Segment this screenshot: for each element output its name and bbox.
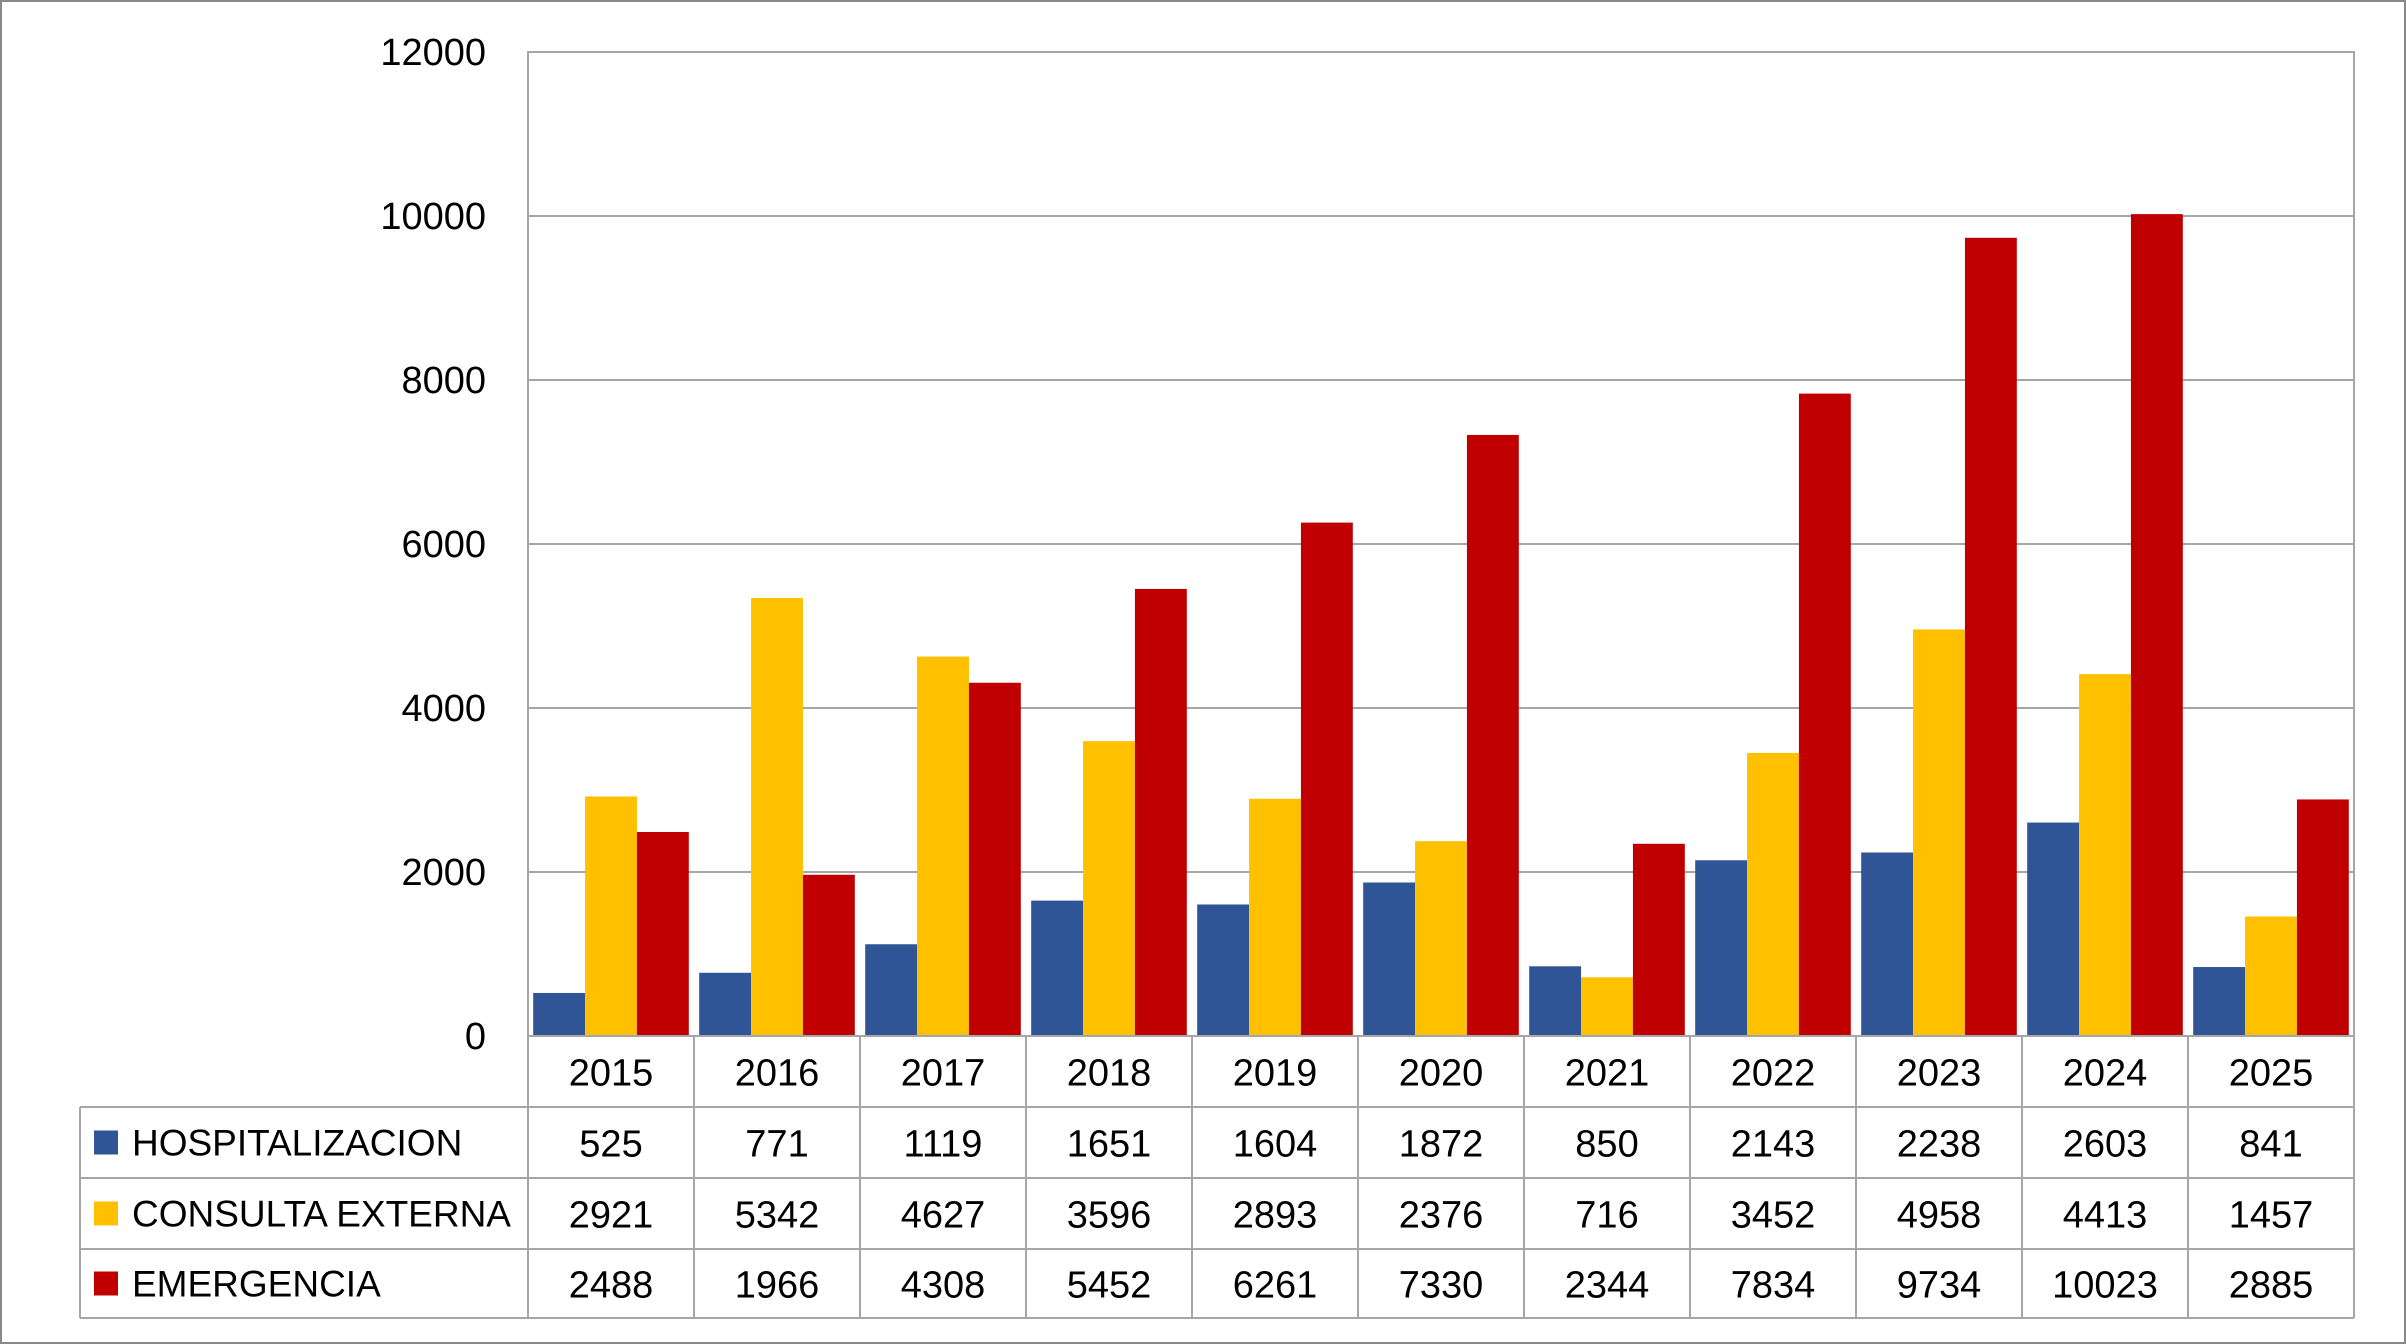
category-label: 2018 bbox=[1067, 1053, 1152, 1095]
bar-hospitalizacion bbox=[533, 992, 586, 1036]
category-label: 2016 bbox=[735, 1053, 820, 1095]
bar-hospitalizacion bbox=[1861, 852, 1914, 1036]
category-label: 2020 bbox=[1399, 1053, 1484, 1095]
bar-hospitalizacion bbox=[865, 944, 918, 1036]
bar-emergencia bbox=[1964, 237, 2017, 1036]
data-table-value: 850 bbox=[1575, 1124, 1638, 1166]
bar-emergencia bbox=[1798, 393, 1851, 1036]
bar-emergencia bbox=[2296, 799, 2349, 1036]
bar-consulta-externa bbox=[917, 656, 969, 1036]
category-label: 2022 bbox=[1731, 1053, 1816, 1095]
data-table-value: 1119 bbox=[904, 1124, 983, 1166]
data-table-value: 6261 bbox=[1233, 1265, 1318, 1307]
data-table-value: 5452 bbox=[1067, 1265, 1152, 1307]
bar-hospitalizacion bbox=[2027, 822, 2080, 1036]
bar-emergencia bbox=[968, 682, 1021, 1036]
bar-emergencia bbox=[636, 831, 689, 1036]
category-label: 2019 bbox=[1233, 1053, 1318, 1095]
bar-consulta-externa bbox=[1249, 798, 1301, 1036]
data-table-value: 2143 bbox=[1731, 1124, 1816, 1166]
bar-emergencia bbox=[1134, 588, 1187, 1036]
y-tick-label: 4000 bbox=[401, 688, 486, 730]
data-table-value: 1604 bbox=[1233, 1124, 1318, 1166]
data-table-value: 1457 bbox=[2229, 1195, 2314, 1237]
data-table-value: 716 bbox=[1575, 1195, 1638, 1237]
data-table-value: 525 bbox=[579, 1124, 642, 1166]
y-tick-label: 0 bbox=[465, 1016, 486, 1058]
y-tick-label: 6000 bbox=[401, 524, 486, 566]
data-table-value: 2376 bbox=[1399, 1195, 1484, 1237]
legend-entry: CONSULTA EXTERNA bbox=[132, 1194, 511, 1235]
data-table-value: 2921 bbox=[569, 1195, 654, 1237]
data-table-value: 1651 bbox=[1067, 1124, 1152, 1166]
y-axis: 0 2000 4000 6000 8000 10000 12000 bbox=[380, 32, 486, 1058]
bar-emergencia bbox=[1466, 434, 1519, 1036]
data-table-value: 1872 bbox=[1399, 1124, 1484, 1166]
data-table-value: 3452 bbox=[1731, 1195, 1816, 1237]
legend-key bbox=[94, 1201, 118, 1226]
bar-consulta-externa bbox=[585, 796, 637, 1036]
bar-consulta-externa bbox=[1747, 752, 1799, 1036]
bar-consulta-externa bbox=[1415, 841, 1467, 1036]
category-label: 2015 bbox=[569, 1053, 654, 1095]
data-table-value: 5342 bbox=[735, 1195, 820, 1237]
bar-hospitalizacion bbox=[1197, 904, 1250, 1036]
data-table-value: 9734 bbox=[1897, 1265, 1982, 1307]
data-table-value: 4413 bbox=[2063, 1195, 2148, 1237]
category-label: 2021 bbox=[1565, 1053, 1650, 1095]
bar-hospitalizacion bbox=[1695, 860, 1748, 1036]
y-tick-label: 12000 bbox=[380, 32, 486, 74]
bar-consulta-externa bbox=[751, 597, 803, 1036]
bar-hospitalizacion bbox=[2193, 967, 2246, 1036]
category-label: 2023 bbox=[1897, 1053, 1982, 1095]
data-table-value: 771 bbox=[745, 1124, 808, 1166]
bar-consulta-externa bbox=[2079, 674, 2131, 1036]
data-table-value: 1966 bbox=[735, 1265, 820, 1307]
data-table-value: 2603 bbox=[2063, 1124, 2148, 1166]
bar-hospitalizacion bbox=[1363, 882, 1416, 1036]
data-table-value: 2893 bbox=[1233, 1195, 1318, 1237]
data-table-value: 841 bbox=[2239, 1124, 2302, 1166]
data-table-value: 3596 bbox=[1067, 1195, 1152, 1237]
bar-consulta-externa bbox=[1581, 977, 1633, 1036]
bar-emergencia bbox=[2130, 214, 2183, 1036]
bars bbox=[533, 214, 2349, 1036]
bar-emergencia bbox=[1632, 843, 1685, 1036]
y-tick-label: 8000 bbox=[401, 360, 486, 402]
data-table-value: 7330 bbox=[1399, 1265, 1484, 1307]
bar-emergencia bbox=[1300, 522, 1353, 1036]
data-table-value: 10023 bbox=[2052, 1265, 2158, 1307]
legend-key bbox=[94, 1130, 118, 1155]
bar-emergencia bbox=[802, 874, 855, 1036]
data-table-value: 2344 bbox=[1565, 1265, 1650, 1307]
category-label: 2025 bbox=[2229, 1053, 2314, 1095]
bar-consulta-externa bbox=[1083, 741, 1135, 1036]
category-label: 2024 bbox=[2063, 1053, 2148, 1095]
bar-hospitalizacion bbox=[699, 972, 752, 1036]
data-table-value: 4308 bbox=[901, 1265, 986, 1307]
bar-hospitalizacion bbox=[1529, 966, 1582, 1036]
legend-entry: HOSPITALIZACION bbox=[132, 1123, 462, 1164]
category-label: 2017 bbox=[901, 1053, 986, 1095]
data-table-value: 2488 bbox=[569, 1265, 654, 1307]
bar-consulta-externa bbox=[2245, 916, 2297, 1036]
data-table-value: 2238 bbox=[1897, 1124, 1982, 1166]
y-tick-label: 2000 bbox=[401, 852, 486, 894]
legend-entry: EMERGENCIA bbox=[132, 1264, 381, 1305]
data-table-value: 7834 bbox=[1731, 1265, 1816, 1307]
data-table-value: 2885 bbox=[2229, 1265, 2314, 1307]
legend-key bbox=[94, 1271, 118, 1296]
bar-consulta-externa bbox=[1913, 629, 1965, 1036]
data-table-value: 4627 bbox=[901, 1195, 986, 1237]
data-table: 2015 2016 2017 2018 2019 2020 2021 2022 2023 2024… bbox=[79, 1035, 2355, 1319]
data-table-value: 4958 bbox=[1897, 1195, 1982, 1237]
bar-hospitalizacion bbox=[1031, 900, 1084, 1036]
y-tick-label: 10000 bbox=[380, 196, 486, 238]
